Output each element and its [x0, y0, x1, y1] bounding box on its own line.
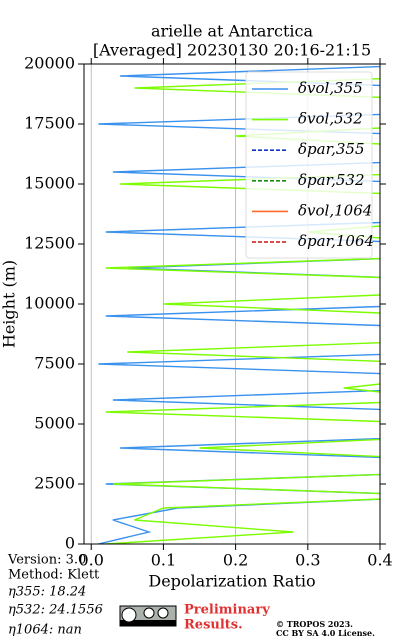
- license: CC BY SA 4.0 License.: [276, 628, 375, 638]
- y-tick-label: 7500: [34, 354, 75, 373]
- preliminary: Preliminary: [184, 603, 270, 618]
- x-tick-label: 0.3: [295, 551, 320, 570]
- chart-subtitle: [Averaged] 20230130 20:16-21:15: [93, 41, 371, 60]
- y-tick-label: 15000: [24, 174, 75, 193]
- y-tick-label: 17500: [24, 114, 75, 133]
- legend-box: [245, 71, 373, 259]
- y-tick-label: 0: [65, 534, 75, 553]
- eta-355: η355: 18.24: [8, 585, 86, 600]
- copyright: © TROPOS 2023.: [276, 619, 353, 629]
- footer: Version: 3.0 Method: Klett η355: 18.24 η…: [7, 553, 375, 639]
- x-axis-label: Depolarization Ratio: [148, 572, 315, 591]
- eta-1064: η1064: nan: [8, 623, 82, 638]
- x-tick-label: 0.4: [367, 551, 392, 570]
- y-tick-label: 10000: [24, 294, 75, 313]
- x-tick-label: 0.1: [151, 551, 176, 570]
- legend-label: δvol,355: [298, 79, 363, 97]
- cc-logo: [119, 605, 177, 627]
- version: Version: 3.0: [7, 553, 86, 568]
- chart-title: arielle at Antarctica: [151, 22, 314, 41]
- x-tick-label: 0.2: [223, 551, 248, 570]
- y-tick-label: 12500: [24, 234, 75, 253]
- legend: δvol,355 δvol,532 δpar,355 δpar,532 δvol,106…: [245, 71, 374, 259]
- y-tick-label: 5000: [34, 414, 75, 433]
- legend-label: δvol,532: [298, 110, 363, 128]
- legend-label: δpar,532: [298, 171, 365, 189]
- y-axis-label: Height (m): [0, 260, 19, 348]
- results: Results.: [184, 618, 243, 633]
- y-tick-label: 2500: [34, 474, 75, 493]
- legend-label: δpar,355: [298, 140, 365, 158]
- method: Method: Klett: [8, 568, 100, 583]
- eta-532: η532: 24.1556: [8, 603, 103, 618]
- legend-label: δvol,1064: [298, 201, 372, 219]
- legend-label: δpar,1064: [298, 232, 374, 250]
- x-tick-label: 0.0: [78, 551, 103, 570]
- y-tick-label: 20000: [24, 54, 75, 73]
